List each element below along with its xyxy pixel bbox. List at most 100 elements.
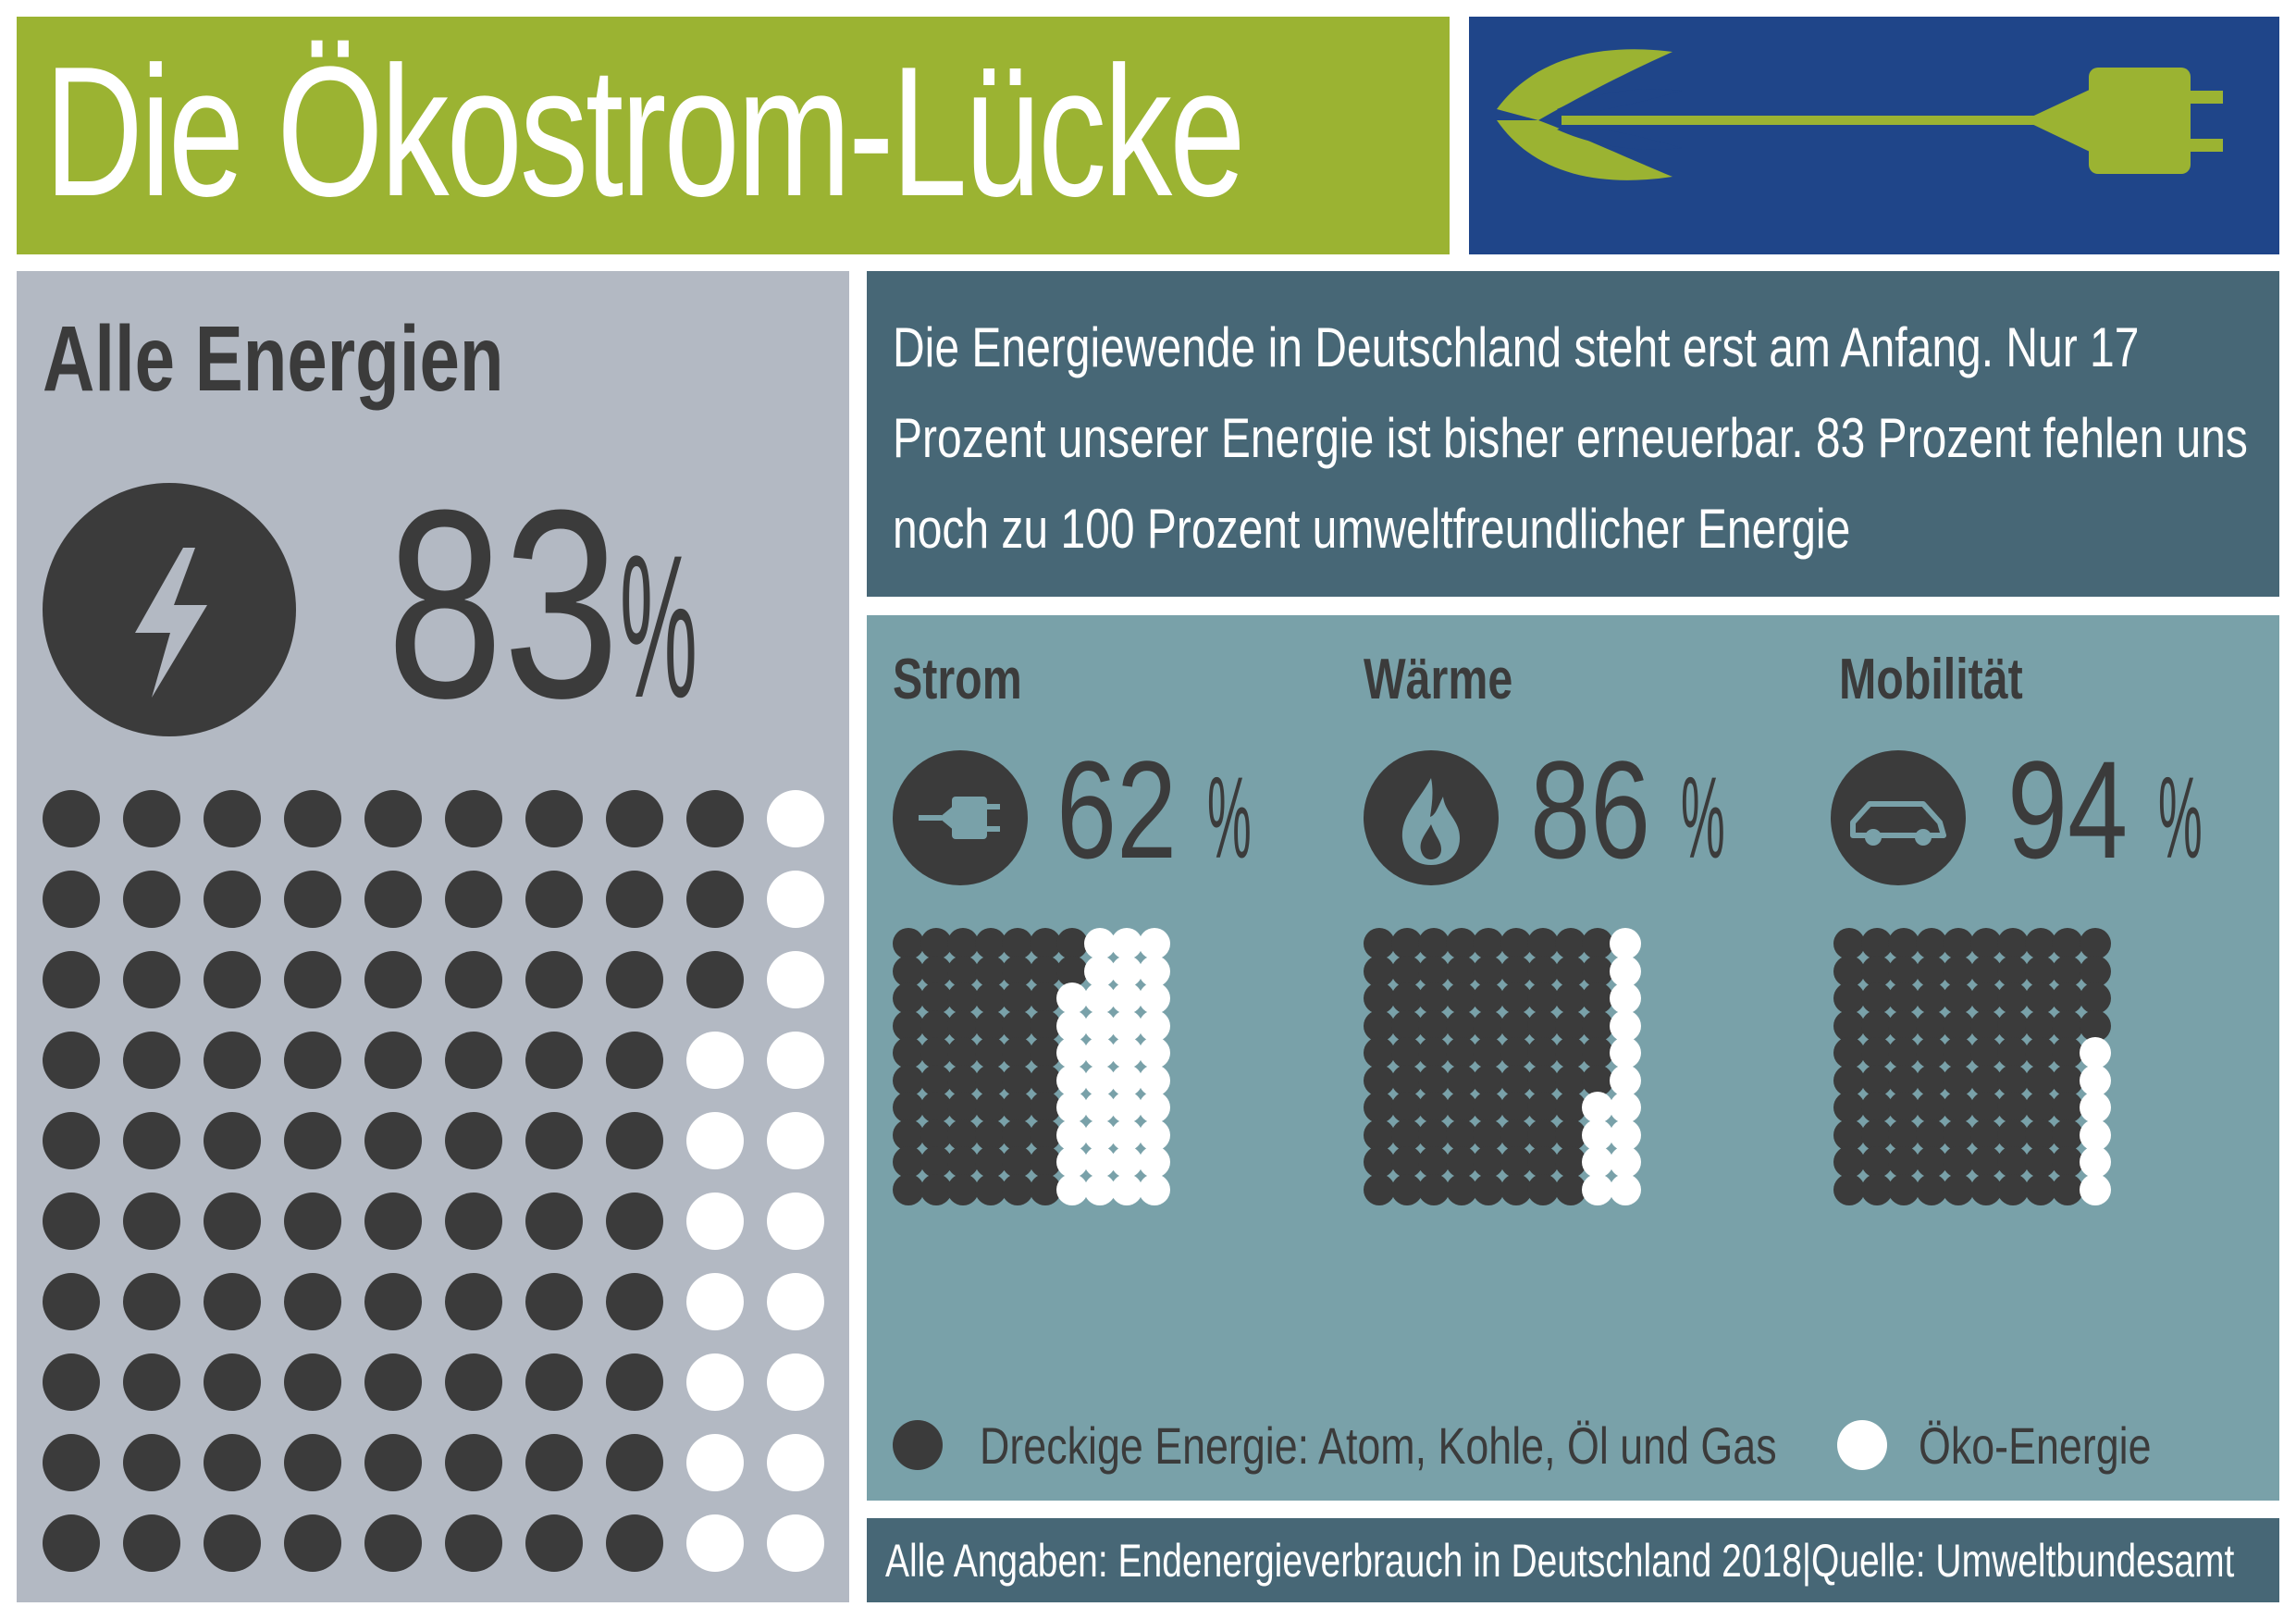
eco-energy-dot <box>1083 1064 1116 1096</box>
dirty-energy-dot <box>1888 1092 1920 1123</box>
dirty-energy-dot <box>1860 983 1893 1014</box>
dirty-energy-dot <box>2079 928 2111 959</box>
mobilitaet-value: 94 <box>2007 732 2129 887</box>
dirty-energy-dot <box>445 1193 502 1250</box>
legend-eco-label: Öko-Energie <box>1919 1416 2152 1475</box>
dirty-energy-dot <box>1833 983 1865 1014</box>
dirty-energy-dot <box>1500 1092 1532 1123</box>
eco-energy-dot <box>1111 1118 1142 1151</box>
dirty-energy-dot <box>1418 1118 1450 1151</box>
dirty-energy-dot <box>1445 1064 1477 1096</box>
dirty-energy-dot <box>1500 1118 1532 1151</box>
eco-energy-dot <box>1083 1009 1116 1042</box>
dirty-energy-dot <box>1390 1037 1423 1069</box>
dirty-energy-dot <box>1969 928 2002 959</box>
dirty-energy-dot <box>1390 1146 1423 1178</box>
dirty-energy-dot <box>364 1112 422 1169</box>
dirty-energy-dot <box>686 790 744 847</box>
dirty-energy-dot <box>893 1064 924 1096</box>
dirty-energy-dot <box>606 871 663 928</box>
dirty-energy-dot <box>204 951 261 1008</box>
dirty-energy-dot <box>686 951 744 1008</box>
dirty-energy-dot <box>1029 983 1061 1014</box>
dirty-energy-dot <box>1554 1037 1586 1069</box>
dirty-energy-dot <box>893 1037 924 1069</box>
dirty-energy-dot <box>920 1173 952 1205</box>
dirty-energy-dot <box>920 1118 952 1151</box>
dirty-energy-dot <box>1500 983 1532 1014</box>
dirty-energy-dot <box>1002 1009 1033 1042</box>
dirty-energy-dot <box>1527 1037 1559 1069</box>
eco-energy-dot <box>1111 1037 1142 1069</box>
dirty-energy-dot <box>1915 955 1947 987</box>
dirty-energy-dot <box>445 1032 502 1089</box>
dirty-energy-dot <box>920 1146 952 1178</box>
dirty-energy-dot <box>1390 983 1423 1014</box>
dirty-energy-dot <box>1943 1173 1974 1205</box>
legend-dirty-label: Dreckige Energie: Atom, Kohle, Öl und Ga… <box>980 1416 1777 1475</box>
eco-energy-dot <box>767 951 824 1008</box>
dirty-energy-dot <box>2024 983 2056 1014</box>
dirty-energy-dot <box>1390 1009 1423 1042</box>
dirty-energy-dot <box>1888 1173 1920 1205</box>
dirty-energy-dot <box>1833 928 1865 959</box>
dirty-energy-dot <box>947 1009 979 1042</box>
strom-title: Strom <box>893 648 1022 711</box>
dirty-energy-dot <box>525 1032 583 1089</box>
eco-energy-dot <box>1056 1146 1088 1178</box>
dirty-energy-dot <box>1833 1009 1865 1042</box>
dirty-energy-dot <box>947 1173 979 1205</box>
dirty-energy-dot <box>1833 1118 1865 1151</box>
dirty-energy-dot <box>1943 1064 1974 1096</box>
dirty-energy-dot <box>606 790 663 847</box>
dirty-energy-dot <box>1997 983 2029 1014</box>
dirty-energy-dot <box>123 951 180 1008</box>
eco-energy-dot <box>1138 1146 1170 1178</box>
dirty-energy-dot <box>1997 1146 2029 1178</box>
dirty-energy-dot <box>606 1353 663 1411</box>
dirty-energy-dot <box>1473 1037 1504 1069</box>
dirty-energy-dot <box>123 1273 180 1330</box>
dirty-energy-dot <box>1364 928 1395 959</box>
dirty-energy-dot <box>893 928 924 959</box>
dirty-energy-dot <box>1029 1118 1061 1151</box>
dirty-energy-dot <box>1888 1037 1920 1069</box>
dirty-energy-dot <box>1445 955 1477 987</box>
dirty-energy-dot <box>525 790 583 847</box>
dirty-energy-dot <box>1943 1037 1974 1069</box>
dirty-energy-dot <box>1915 1064 1947 1096</box>
mobilitaet-title: Mobilität <box>1839 648 2023 711</box>
dirty-energy-dot <box>123 1434 180 1491</box>
dirty-energy-dot <box>1445 928 1477 959</box>
eco-energy-dot <box>1056 1092 1088 1123</box>
percent-sign: % <box>619 513 697 740</box>
dirty-energy-dot <box>974 1173 1006 1205</box>
dirty-energy-dot <box>1002 1118 1033 1151</box>
dirty-energy-dot <box>1915 1009 1947 1042</box>
dirty-energy-dot <box>1915 928 1947 959</box>
dirty-energy-dot <box>284 1112 341 1169</box>
dirty-energy-dot <box>1860 1064 1893 1096</box>
logo-banner <box>1469 17 2279 254</box>
strom-waffle <box>893 928 1170 1205</box>
eco-energy-dot <box>767 1353 824 1411</box>
dirty-energy-dot <box>606 1193 663 1250</box>
dirty-energy-dot <box>1554 1092 1586 1123</box>
eco-energy-dot <box>1582 1146 1613 1178</box>
eco-energy-dot <box>1111 1146 1142 1178</box>
dirty-energy-dot <box>1943 1118 1974 1151</box>
eco-energy-dot <box>686 1434 744 1491</box>
percent-sign: % <box>1206 754 1252 883</box>
dirty-energy-dot <box>364 951 422 1008</box>
eco-energy-dot <box>767 1514 824 1572</box>
dirty-energy-dot <box>1554 955 1586 987</box>
dirty-energy-dot <box>1860 1173 1893 1205</box>
strom-value: 62 <box>1056 732 1178 887</box>
dirty-energy-dot <box>1473 1173 1504 1205</box>
eco-energy-dot <box>1111 1092 1142 1123</box>
eco-energy-dot <box>1056 1009 1088 1042</box>
dirty-energy-dot <box>284 1273 341 1330</box>
eco-energy-dot <box>2079 1092 2111 1123</box>
dirty-energy-dot <box>204 1353 261 1411</box>
dirty-energy-dot <box>686 871 744 928</box>
